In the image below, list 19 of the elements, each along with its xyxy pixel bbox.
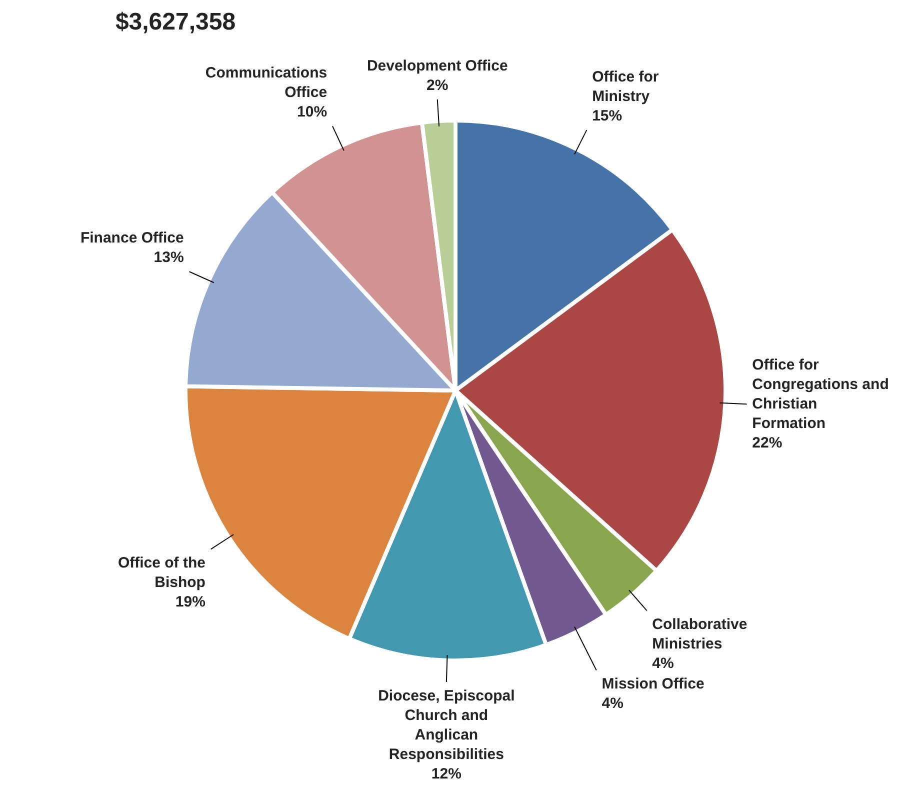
slice-label: Office of the Bishop: [118, 554, 206, 592]
slice-label: Finance Office: [80, 230, 184, 247]
slice-label: Diocese, Episcopal Church and Anglican Responsibilities: [378, 687, 515, 764]
chart-title: $3,627,358: [115, 8, 236, 36]
data-label: 10%: [297, 104, 328, 121]
data-label: 12%: [431, 766, 462, 783]
slice-label: Office for Congregations and Christian Formation: [752, 356, 889, 432]
data-label: 19%: [175, 594, 206, 611]
data-label: 22%: [752, 434, 782, 452]
slice-label: Collaborative Ministries: [652, 616, 748, 653]
data-label: 2%: [426, 77, 448, 94]
data-label: 4%: [652, 655, 674, 672]
slice-label: Office for Ministry: [592, 68, 659, 106]
data-label: 4%: [602, 695, 624, 712]
slice-label: Communications Office: [205, 64, 328, 102]
slice-label: Development Office: [366, 58, 508, 75]
data-label: 13%: [154, 249, 184, 266]
data-label: 15%: [592, 108, 622, 125]
slice-label: Mission Office: [602, 676, 704, 693]
